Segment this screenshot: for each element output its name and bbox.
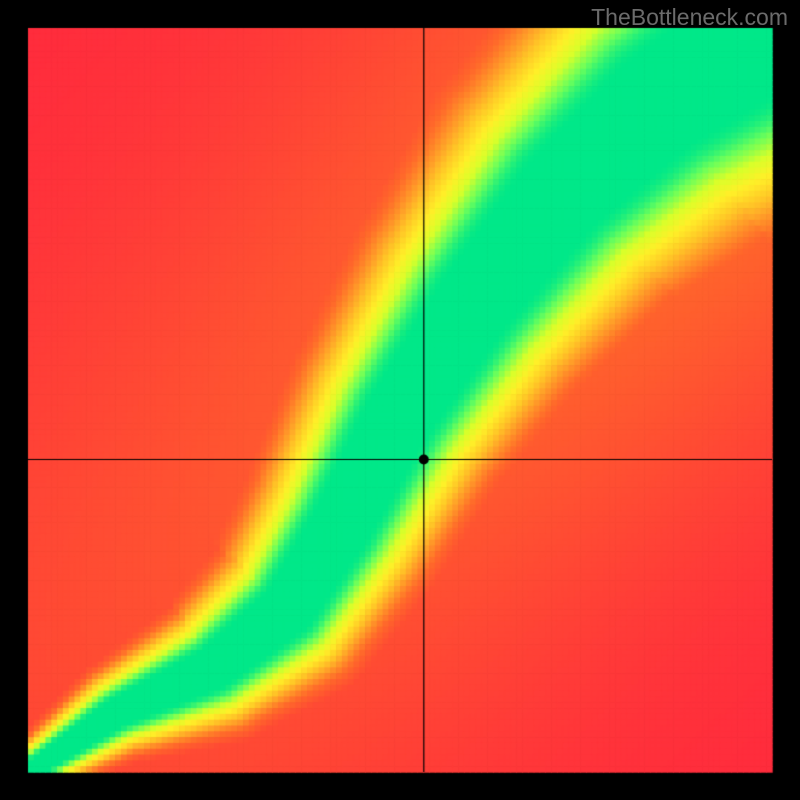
chart-container: TheBottleneck.com: [0, 0, 800, 800]
watermark-text: TheBottleneck.com: [591, 4, 788, 31]
bottleneck-heatmap: [0, 0, 800, 800]
